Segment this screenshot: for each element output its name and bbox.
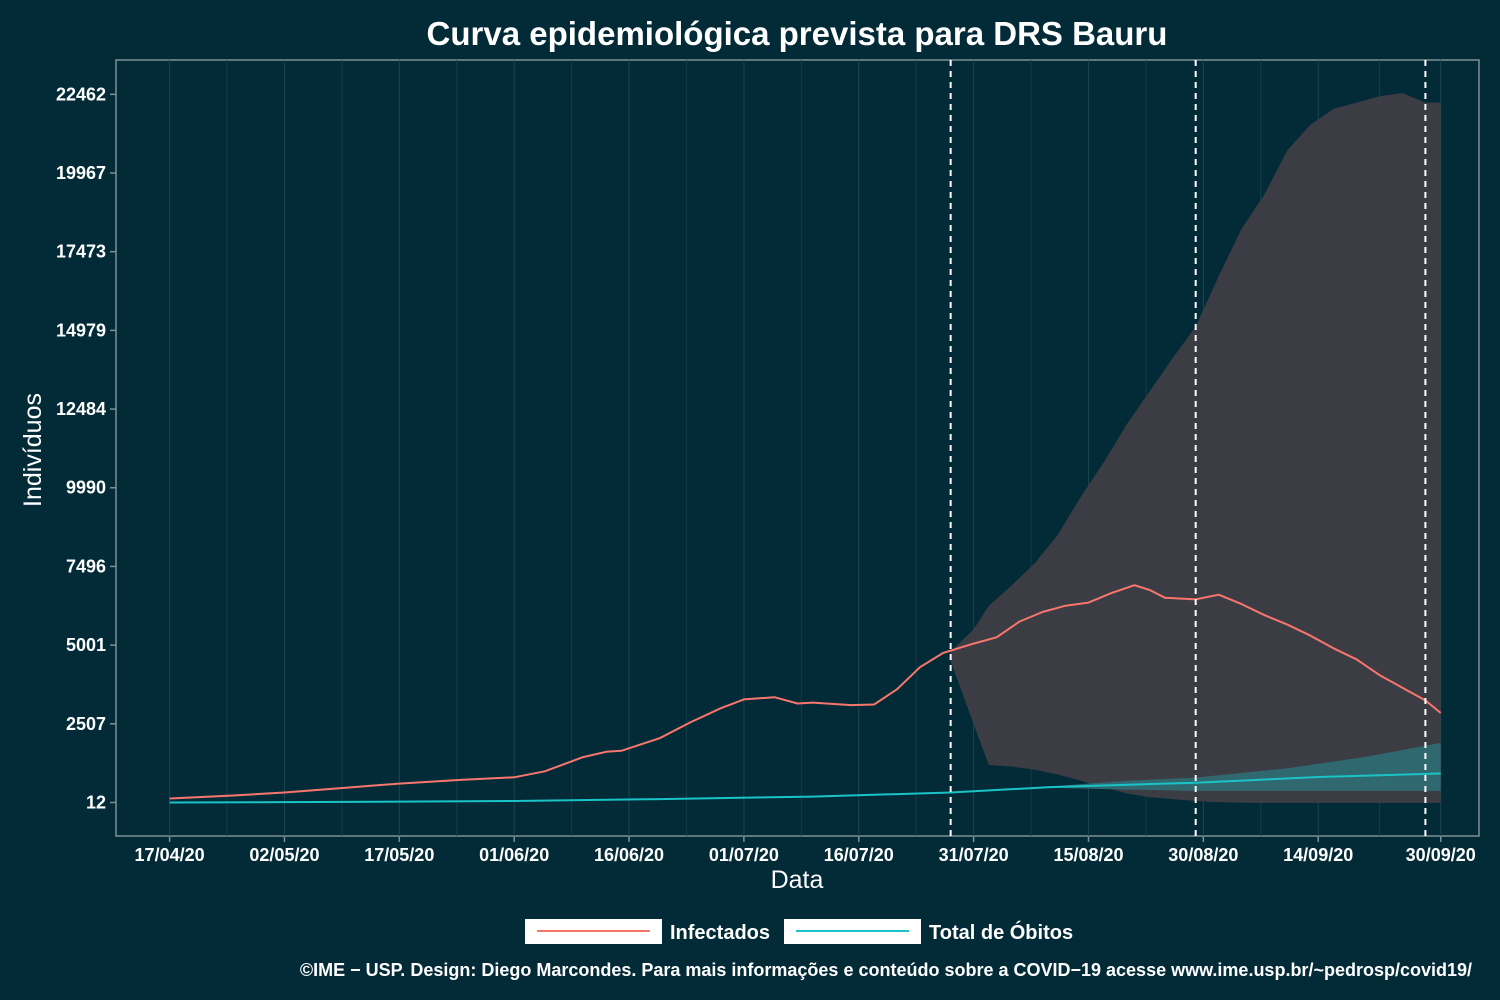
series-lines bbox=[169, 584, 1442, 804]
y-tick-label: 12 bbox=[86, 792, 106, 812]
y-tick-label: 22462 bbox=[56, 84, 106, 104]
y-tick-label: 17473 bbox=[56, 242, 106, 262]
x-tick-label: 01/07/20 bbox=[709, 845, 779, 865]
x-tick-label: 17/05/20 bbox=[364, 845, 434, 865]
x-tick-label: 15/08/20 bbox=[1053, 845, 1123, 865]
x-axis-title: Data bbox=[771, 866, 824, 894]
legend-label-obitos: Total de Óbitos bbox=[929, 920, 1073, 944]
legend-item-infectados: Infectados bbox=[525, 919, 770, 944]
y-tick-label: 2507 bbox=[66, 714, 106, 734]
legend: Infectados Total de Óbitos bbox=[525, 919, 1073, 944]
y-tick-label: 14979 bbox=[56, 320, 106, 340]
x-tick-label: 02/05/20 bbox=[249, 845, 319, 865]
legend-label-infectados: Infectados bbox=[670, 922, 770, 944]
x-tick-label: 30/09/20 bbox=[1406, 845, 1476, 865]
x-tick-label: 31/07/20 bbox=[939, 845, 1009, 865]
x-tick-label: 30/08/20 bbox=[1168, 845, 1238, 865]
chart-title: Curva epidemiológica prevista para DRS B… bbox=[427, 15, 1168, 52]
x-tick-label: 16/07/20 bbox=[824, 845, 894, 865]
series-line-obitos bbox=[169, 772, 1441, 804]
y-tick-label: 19967 bbox=[56, 163, 106, 183]
y-axis-title: Indivíduos bbox=[19, 393, 47, 507]
vertical-markers bbox=[949, 60, 1427, 836]
legend-item-obitos: Total de Óbitos bbox=[784, 919, 1073, 944]
x-tick-label: 14/09/20 bbox=[1283, 845, 1353, 865]
y-axis-ticks: 12 2507 5001 7496 9990 12484 14979 17473 19967 22… bbox=[56, 84, 116, 812]
x-tick-label: 01/06/20 bbox=[479, 845, 549, 865]
x-tick-label: 17/04/20 bbox=[135, 845, 205, 865]
y-tick-label: 12484 bbox=[56, 399, 106, 419]
y-tick-label: 5001 bbox=[66, 635, 106, 655]
y-tick-label: 7496 bbox=[66, 556, 106, 576]
x-tick-label: 16/06/20 bbox=[594, 845, 664, 865]
band-obitos bbox=[950, 742, 1441, 793]
x-axis-ticks: 17/04/20 02/05/20 17/05/20 01/06/20 16/06/20… bbox=[135, 836, 1476, 865]
y-tick-label: 9990 bbox=[66, 478, 106, 498]
footer-credit: ©IME − USP. Design: Diego Marcondes. Par… bbox=[300, 960, 1472, 980]
series-line-infectados bbox=[169, 584, 1442, 800]
